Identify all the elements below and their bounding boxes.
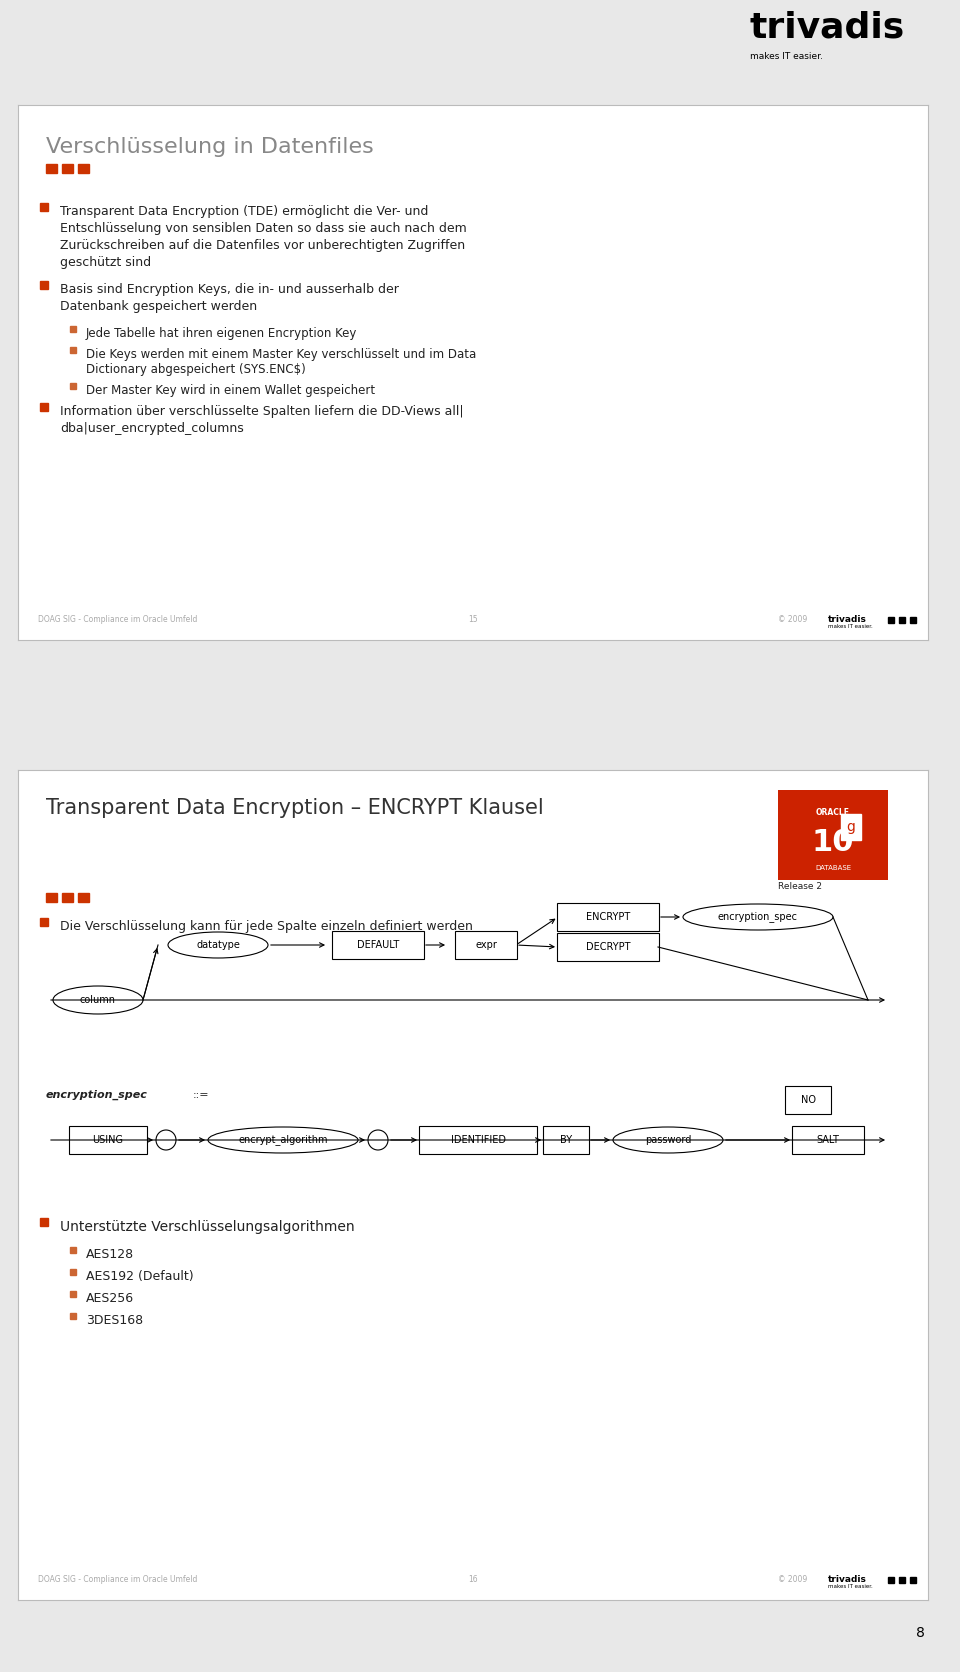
- Bar: [46, 164, 57, 172]
- Text: AES256: AES256: [86, 1292, 134, 1306]
- Bar: [70, 1269, 76, 1276]
- Bar: [46, 893, 57, 901]
- Bar: [40, 918, 48, 926]
- FancyBboxPatch shape: [69, 1125, 147, 1154]
- Bar: [40, 403, 48, 411]
- Text: Jede Tabelle hat ihren eigenen Encryption Key: Jede Tabelle hat ihren eigenen Encryptio…: [86, 328, 357, 339]
- Text: © 2009: © 2009: [778, 615, 807, 624]
- FancyBboxPatch shape: [543, 1125, 589, 1154]
- Text: IDENTIFIED: IDENTIFIED: [450, 1135, 506, 1145]
- Text: Zurückschreiben auf die Datenfiles vor unberechtigten Zugriffen: Zurückschreiben auf die Datenfiles vor u…: [60, 239, 466, 252]
- Text: geschützt sind: geschützt sind: [60, 256, 151, 269]
- Text: password: password: [645, 1135, 691, 1145]
- Bar: [40, 281, 48, 289]
- Ellipse shape: [683, 905, 833, 930]
- Bar: [888, 1577, 894, 1583]
- FancyBboxPatch shape: [455, 931, 517, 960]
- Text: Transparent Data Encryption – ENCRYPT Klausel: Transparent Data Encryption – ENCRYPT Kl…: [46, 798, 543, 818]
- Text: Transparent Data Encryption (TDE) ermöglicht die Ver- und: Transparent Data Encryption (TDE) ermögl…: [60, 206, 428, 217]
- Text: datatype: datatype: [196, 940, 240, 950]
- Text: 8: 8: [916, 1625, 924, 1640]
- Bar: [62, 164, 73, 172]
- FancyBboxPatch shape: [419, 1125, 537, 1154]
- Text: Basis sind Encryption Keys, die in- und ausserhalb der: Basis sind Encryption Keys, die in- und …: [60, 283, 398, 296]
- Text: 15: 15: [468, 615, 478, 624]
- Text: expr: expr: [475, 940, 497, 950]
- Ellipse shape: [613, 1127, 723, 1154]
- Text: Information über verschlüsselte Spalten liefern die DD-Views all|: Information über verschlüsselte Spalten …: [60, 405, 464, 418]
- Bar: [888, 617, 894, 624]
- Text: AES192 (Default): AES192 (Default): [86, 1271, 194, 1282]
- Text: Der Master Key wird in einem Wallet gespeichert: Der Master Key wird in einem Wallet gesp…: [86, 385, 375, 396]
- Text: ENCRYPT: ENCRYPT: [586, 911, 630, 921]
- Text: encryption_spec: encryption_spec: [46, 1090, 148, 1100]
- Text: BY: BY: [560, 1135, 572, 1145]
- Ellipse shape: [168, 931, 268, 958]
- Text: ::=: ::=: [193, 1090, 209, 1100]
- Text: makes IT easier.: makes IT easier.: [828, 624, 873, 629]
- Text: trivadis: trivadis: [750, 10, 905, 43]
- Bar: [910, 617, 916, 624]
- Ellipse shape: [208, 1127, 358, 1154]
- Text: trivadis: trivadis: [828, 1575, 867, 1583]
- Text: 3DES168: 3DES168: [86, 1314, 143, 1328]
- Bar: [62, 893, 73, 901]
- Bar: [70, 383, 76, 390]
- Text: Datenbank gespeichert werden: Datenbank gespeichert werden: [60, 299, 257, 313]
- Text: 10: 10: [812, 828, 854, 858]
- Bar: [899, 617, 905, 624]
- Text: g: g: [847, 819, 855, 834]
- Bar: [40, 202, 48, 211]
- FancyBboxPatch shape: [778, 789, 888, 879]
- Bar: [78, 164, 89, 172]
- Bar: [70, 1291, 76, 1297]
- Text: makes IT easier.: makes IT easier.: [828, 1583, 873, 1588]
- Text: makes IT easier.: makes IT easier.: [750, 52, 823, 60]
- FancyBboxPatch shape: [792, 1125, 864, 1154]
- FancyBboxPatch shape: [785, 1087, 831, 1114]
- Text: DOAG SIG - Compliance im Oracle Umfeld: DOAG SIG - Compliance im Oracle Umfeld: [38, 615, 198, 624]
- Circle shape: [156, 1130, 176, 1150]
- FancyBboxPatch shape: [557, 933, 659, 961]
- Text: DECRYPT: DECRYPT: [586, 941, 631, 951]
- Text: SALT: SALT: [817, 1135, 839, 1145]
- Text: © 2009: © 2009: [778, 1575, 807, 1583]
- FancyBboxPatch shape: [332, 931, 424, 960]
- Text: AES128: AES128: [86, 1247, 134, 1261]
- Bar: [70, 348, 76, 353]
- FancyBboxPatch shape: [557, 903, 659, 931]
- Text: Release 2: Release 2: [778, 883, 822, 891]
- Ellipse shape: [53, 986, 143, 1013]
- Text: column: column: [80, 995, 116, 1005]
- Bar: [910, 1577, 916, 1583]
- Text: USING: USING: [92, 1135, 124, 1145]
- Text: Dictionary abgespeichert (SYS.ENC$): Dictionary abgespeichert (SYS.ENC$): [86, 363, 305, 376]
- Circle shape: [368, 1130, 388, 1150]
- Text: DATABASE: DATABASE: [815, 864, 852, 871]
- Bar: [70, 326, 76, 333]
- Text: DEFAULT: DEFAULT: [357, 940, 399, 950]
- Bar: [70, 1247, 76, 1252]
- Text: Unterstützte Verschlüsselungsalgorithmen: Unterstützte Verschlüsselungsalgorithmen: [60, 1221, 354, 1234]
- Text: NO: NO: [801, 1095, 815, 1105]
- Text: ORACLE: ORACLE: [816, 808, 850, 818]
- Bar: [40, 1217, 48, 1226]
- Text: dba|user_encrypted_columns: dba|user_encrypted_columns: [60, 421, 244, 435]
- Text: Die Verschlüsselung kann für jede Spalte einzeln definiert werden: Die Verschlüsselung kann für jede Spalte…: [60, 920, 473, 933]
- Text: DOAG SIG - Compliance im Oracle Umfeld: DOAG SIG - Compliance im Oracle Umfeld: [38, 1575, 198, 1583]
- Bar: [899, 1577, 905, 1583]
- Text: Die Keys werden mit einem Master Key verschlüsselt und im Data: Die Keys werden mit einem Master Key ver…: [86, 348, 476, 361]
- Text: encryption_spec: encryption_spec: [718, 911, 798, 923]
- Text: trivadis: trivadis: [828, 615, 867, 624]
- Bar: [78, 893, 89, 901]
- Text: Entschlüsselung von sensiblen Daten so dass sie auch nach dem: Entschlüsselung von sensiblen Daten so d…: [60, 222, 467, 236]
- Text: Verschlüsselung in Datenfiles: Verschlüsselung in Datenfiles: [46, 137, 373, 157]
- Text: 16: 16: [468, 1575, 478, 1583]
- Bar: [70, 1313, 76, 1319]
- Text: encrypt_algorithm: encrypt_algorithm: [238, 1135, 327, 1145]
